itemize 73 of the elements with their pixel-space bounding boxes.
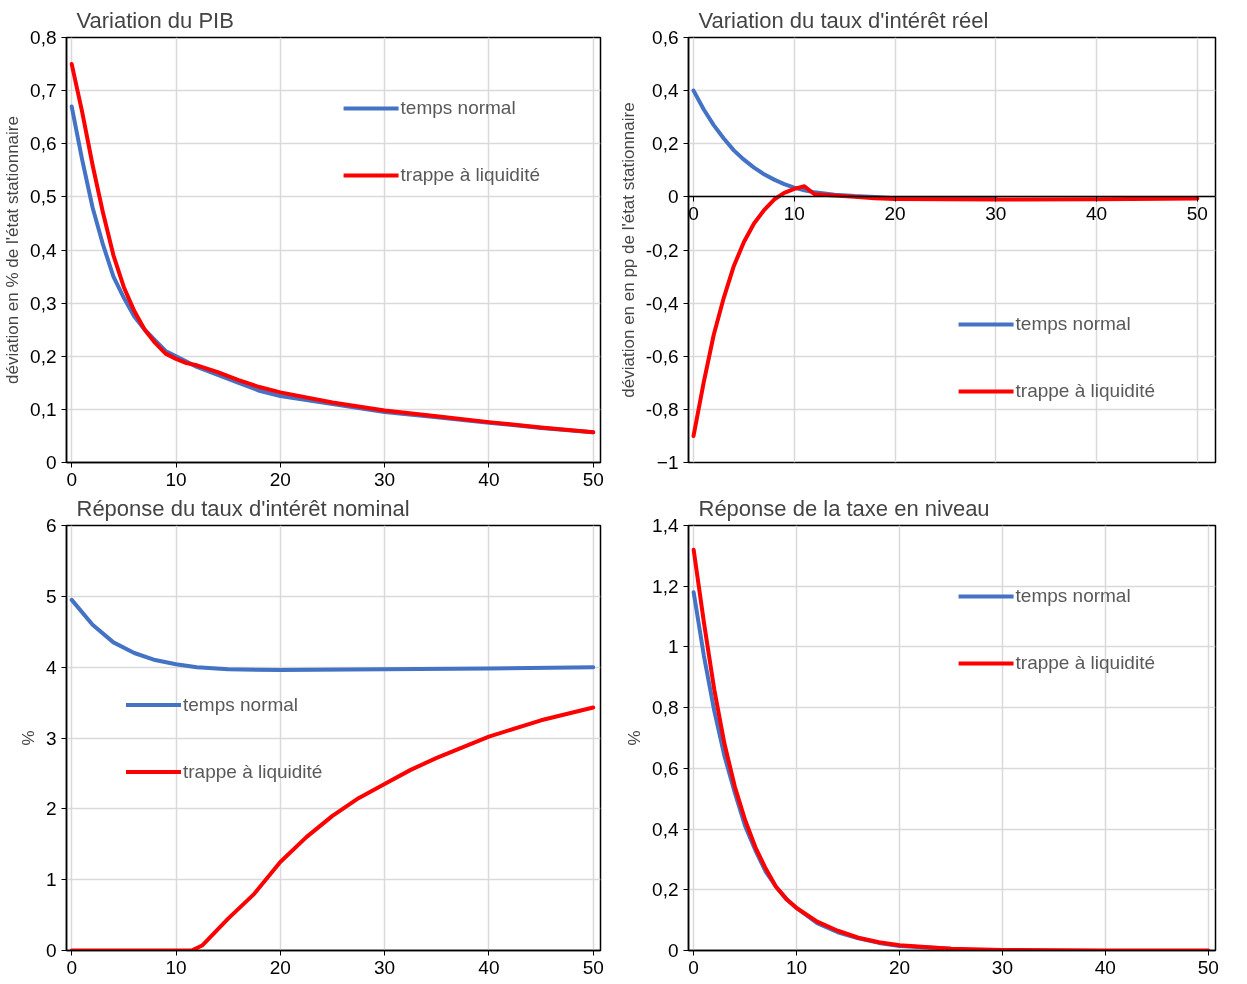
y-tick-label: 0 [45, 452, 57, 473]
x-tick-label: 40 [478, 956, 500, 978]
y-tick-label: 0,8 [30, 27, 57, 48]
y-tick-label: 4 [45, 656, 57, 678]
legend-label: trappe à liquidité [1015, 380, 1155, 402]
x-tick-label: 20 [269, 468, 291, 490]
y-tick-label: 0,6 [652, 757, 679, 779]
x-tick-label: 40 [1086, 202, 1108, 224]
x-tick-label: 0 [688, 202, 699, 224]
y-tick-label: 2 [45, 798, 57, 820]
y-tick-label: 0,4 [30, 239, 57, 261]
x-tick-label: 10 [783, 202, 805, 224]
chart-title: Variation du taux d'intérêt réel [698, 7, 989, 33]
y-tick-label: 0,6 [30, 133, 57, 155]
y-tick-label: 0,4 [652, 80, 679, 102]
x-tick-label: 20 [888, 956, 911, 978]
chart-title: Réponse de la taxe en niveau [698, 495, 990, 521]
legend-label: trappe à liquidité [400, 164, 540, 186]
x-tick-label: 10 [165, 468, 187, 490]
x-tick-label: 20 [269, 956, 291, 978]
y-tick-label: 0,2 [30, 345, 57, 367]
y-tick-label: 1 [45, 869, 57, 891]
x-tick-label: 10 [786, 956, 808, 978]
y-tick-label: 6 [45, 515, 57, 536]
x-tick-label: 30 [374, 956, 396, 978]
y-tick-label: 1,4 [652, 515, 679, 536]
x-tick-label: 40 [1094, 956, 1116, 978]
y-tick-label: 0,3 [30, 292, 57, 314]
y-axis-title: % [18, 730, 38, 746]
legend-label: temps normal [400, 97, 516, 119]
x-tick-label: 30 [991, 956, 1014, 978]
y-tick-label: 0 [667, 186, 679, 208]
legend-label: temps normal [183, 693, 299, 715]
y-tick-label: 1,2 [652, 575, 679, 597]
x-tick-label: 30 [985, 202, 1007, 224]
y-tick-label: 0,8 [652, 697, 679, 719]
y-tick-label: 5 [45, 585, 57, 607]
y-tick-label: 0 [667, 940, 679, 961]
y-tick-label: −1 [656, 452, 679, 473]
y-axis-title: % [625, 730, 645, 746]
x-tick-label: 30 [374, 468, 396, 490]
y-tick-label: 0,2 [652, 133, 679, 155]
x-tick-label: 0 [688, 956, 699, 978]
x-tick-label: 50 [582, 468, 604, 490]
x-tick-label: 40 [478, 468, 500, 490]
y-tick-label: 3 [45, 727, 57, 749]
y-tick-label: -0,2 [645, 239, 679, 261]
y-tick-label: 1 [667, 636, 679, 658]
y-tick-label: -0,6 [645, 345, 679, 367]
legend-label: temps normal [1015, 585, 1131, 607]
y-tick-label: -0,8 [645, 398, 679, 420]
y-tick-label: 0,1 [30, 398, 57, 420]
x-tick-label: 20 [884, 202, 906, 224]
chart-title: Variation du PIB [76, 7, 234, 33]
y-tick-label: 0,7 [30, 80, 57, 102]
y-axis-title: déviation en % de l'état stationnaire [3, 116, 23, 384]
legend-label: trappe à liquidité [183, 760, 323, 782]
x-tick-label: 50 [1186, 202, 1208, 224]
legend-label: temps normal [1015, 313, 1131, 335]
chart-title: Réponse du taux d'intérêt nominal [76, 495, 410, 521]
y-tick-label: -0,4 [645, 292, 679, 314]
y-tick-label: 0,4 [652, 818, 679, 840]
y-tick-label: 0,5 [30, 186, 57, 208]
x-tick-label: 50 [1197, 956, 1219, 978]
y-tick-label: 0,6 [652, 27, 679, 48]
legend-label: trappe à liquidité [1015, 652, 1155, 674]
y-tick-label: 0 [45, 940, 57, 961]
x-tick-label: 10 [165, 956, 187, 978]
x-tick-label: 0 [66, 468, 78, 490]
y-axis-title: déviation en en pp de l'état stationnaire [618, 102, 638, 398]
x-tick-label: 0 [66, 956, 78, 978]
x-tick-label: 50 [582, 956, 604, 978]
y-tick-label: 0,2 [652, 879, 679, 901]
